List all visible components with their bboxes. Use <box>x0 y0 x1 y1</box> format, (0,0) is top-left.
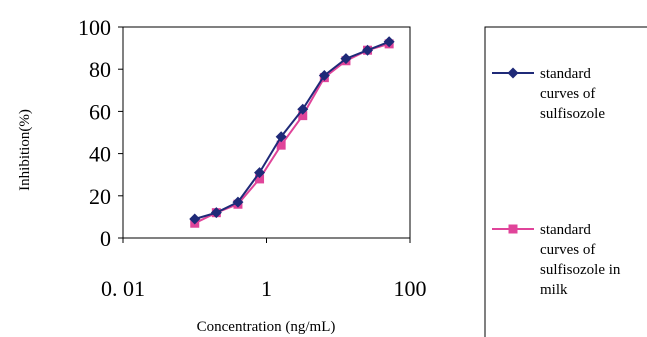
data-point <box>507 67 519 79</box>
y-tick-label: 20 <box>89 184 111 209</box>
legend-label: sulfisozole <box>540 106 605 122</box>
x-tick-label: 0. 01 <box>101 276 145 301</box>
legend-label: milk <box>540 282 568 298</box>
data-point <box>254 167 266 179</box>
data-point <box>318 70 330 82</box>
y-tick-label: 40 <box>89 142 111 167</box>
y-tick-label: 100 <box>78 15 111 40</box>
x-tick-label: 100 <box>394 276 427 301</box>
series-line <box>194 42 390 225</box>
legend-entry: standard curves of sulfisozole <box>492 66 605 122</box>
series-2 <box>190 39 394 228</box>
series-1 <box>189 36 395 225</box>
data-point <box>298 111 308 121</box>
x-tick-label: 1 <box>261 276 272 301</box>
data-point <box>276 140 286 150</box>
data-point <box>297 103 309 115</box>
axes: 0 20 40 60 80 100 0. 01 1 100 <box>78 15 427 301</box>
y-axis-title: Inhibition(%) <box>17 109 33 191</box>
data-point <box>189 213 201 225</box>
data-point <box>383 36 395 48</box>
data-point <box>362 44 374 56</box>
legend-label: standard <box>540 222 591 238</box>
data-point <box>508 224 518 234</box>
y-tick-label: 80 <box>89 57 111 82</box>
legend-label: curves of <box>540 242 595 258</box>
plot-area <box>122 26 411 239</box>
legend-label: standard <box>540 66 591 82</box>
legend-label: sulfisozole in <box>540 262 621 278</box>
x-axis-title: Concentration (ng/mL) <box>197 319 336 335</box>
legend-box <box>484 26 647 337</box>
legend: standard curves of sulfisozole standard curv… <box>484 26 647 337</box>
y-tick-label: 60 <box>89 99 111 124</box>
data-point <box>255 174 265 184</box>
legend-label: curves of <box>540 86 595 102</box>
data-point <box>232 196 244 208</box>
y-tick-label: 0 <box>100 226 111 251</box>
legend-entry: standard curves of sulfisozole in milk <box>492 222 621 298</box>
plot-frame <box>122 26 411 239</box>
data-point <box>340 53 352 65</box>
series-layer <box>189 36 395 228</box>
data-point <box>210 207 222 219</box>
data-point <box>275 131 287 143</box>
series-line <box>194 40 390 220</box>
